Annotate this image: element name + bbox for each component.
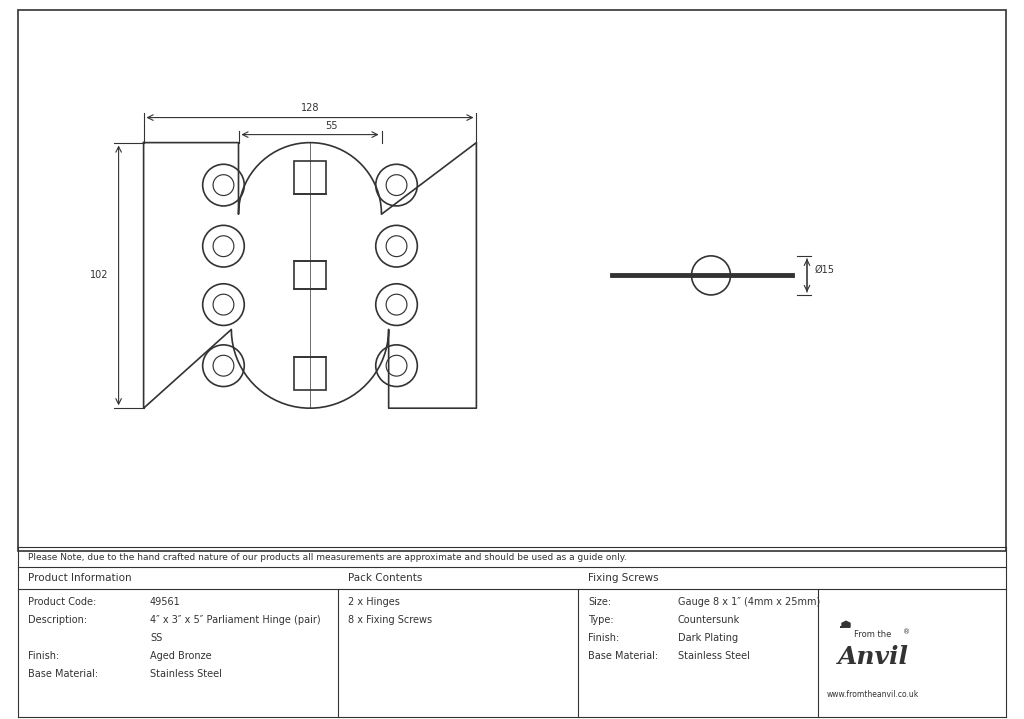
Text: Product Code:: Product Code:: [28, 597, 96, 608]
Polygon shape: [840, 621, 850, 627]
Text: 102: 102: [90, 270, 109, 280]
Text: Size:: Size:: [588, 597, 611, 608]
Text: 49561: 49561: [150, 597, 181, 608]
Text: Aged Bronze: Aged Bronze: [150, 651, 212, 661]
Text: 4″ x 3″ x 5″ Parliament Hinge (pair): 4″ x 3″ x 5″ Parliament Hinge (pair): [150, 615, 321, 626]
Text: 55: 55: [326, 121, 338, 131]
Text: Stainless Steel: Stainless Steel: [678, 651, 750, 661]
Text: 2 x Hinges: 2 x Hinges: [348, 597, 400, 608]
Text: From the: From the: [854, 630, 892, 638]
Text: Anvil: Anvil: [838, 645, 908, 669]
Text: ®: ®: [903, 629, 910, 635]
Text: SS: SS: [150, 633, 162, 644]
Text: Finish:: Finish:: [588, 633, 620, 644]
Text: www.fromtheanvil.co.uk: www.fromtheanvil.co.uk: [826, 690, 920, 699]
Text: Ø15: Ø15: [815, 265, 835, 275]
Text: Fixing Screws: Fixing Screws: [588, 573, 658, 583]
Text: Stainless Steel: Stainless Steel: [150, 669, 222, 679]
Text: 8 x Fixing Screws: 8 x Fixing Screws: [348, 615, 432, 626]
Text: Dark Plating: Dark Plating: [678, 633, 738, 644]
Text: Description:: Description:: [28, 615, 87, 626]
Text: Gauge 8 x 1″ (4mm x 25mm): Gauge 8 x 1″ (4mm x 25mm): [678, 597, 820, 608]
Text: Base Material:: Base Material:: [28, 669, 98, 679]
Text: Type:: Type:: [588, 615, 613, 626]
Text: Pack Contents: Pack Contents: [348, 573, 422, 583]
Text: Base Material:: Base Material:: [588, 651, 658, 661]
Text: 128: 128: [301, 103, 319, 113]
Text: Countersunk: Countersunk: [678, 615, 740, 626]
Text: Please Note, due to the hand crafted nature of our products all measurements are: Please Note, due to the hand crafted nat…: [28, 553, 627, 562]
Text: Product Information: Product Information: [28, 573, 132, 583]
Text: Finish:: Finish:: [28, 651, 59, 661]
